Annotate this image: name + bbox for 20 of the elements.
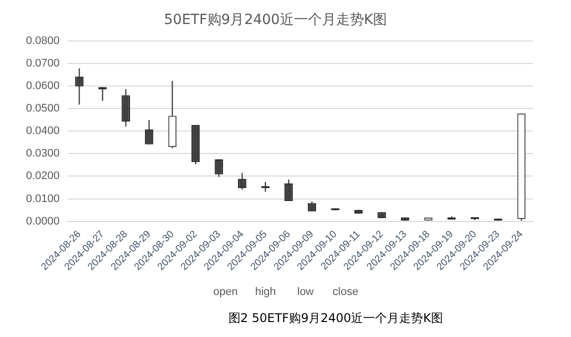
chart-title: 50ETF购9月2400近一个月走势K图 [164, 12, 387, 28]
y-tick-label: 0.0200 [26, 170, 60, 182]
text: low [297, 286, 314, 298]
y-tick-label: 0.0000 [26, 215, 60, 228]
candlestick [144, 119, 154, 145]
y-tick-label: 0.0400 [26, 125, 60, 138]
y-tick-label: 0.0600 [26, 80, 60, 92]
y-tick-label: 0.0800 [26, 34, 60, 47]
candlestick [214, 158, 224, 178]
caption: 图2 50ETF购9月2400近一个月走势K图 [227, 310, 444, 327]
text: open [213, 286, 238, 298]
y-tick-label: 0.0300 [26, 148, 60, 160]
candlestick [75, 68, 84, 106]
y-tick-label: 0.0100 [26, 192, 60, 205]
text: close [332, 286, 358, 298]
y-tick-label: 0.0500 [26, 102, 60, 115]
y-tick-label: 0.0700 [26, 57, 60, 70]
candlestick [284, 178, 293, 202]
text: high [255, 286, 276, 298]
candlestick [238, 172, 246, 190]
